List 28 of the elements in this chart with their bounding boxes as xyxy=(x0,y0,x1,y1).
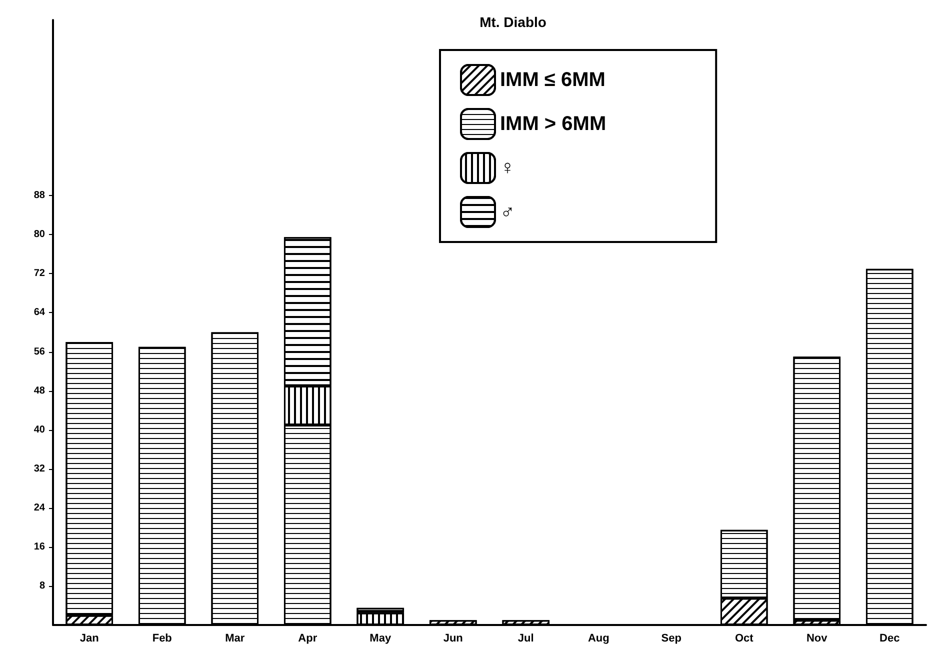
legend-label: IMM > 6MM xyxy=(500,113,606,135)
x-tick-label: Aug xyxy=(588,632,610,644)
y-tick-label: 88 xyxy=(34,190,46,202)
x-tick-label: Oct xyxy=(734,632,754,644)
x-tick-label: Dec xyxy=(880,632,900,644)
x-tick-label: Jul xyxy=(518,632,534,644)
x-tick-label: May xyxy=(370,632,392,644)
x-tick-label: Feb xyxy=(152,632,172,644)
x-tick-label: Sep xyxy=(661,632,682,644)
y-tick-label: 32 xyxy=(34,463,46,474)
legend-label: IMM ≤ 6MM xyxy=(500,69,606,91)
y-tick-label: 80 xyxy=(34,229,46,240)
x-tick-label: Apr xyxy=(298,632,318,644)
y-tick-label: 48 xyxy=(34,385,46,396)
y-tick-label: 64 xyxy=(34,307,46,318)
x-tick-label: Jun xyxy=(443,632,464,644)
legend-label: ♀ xyxy=(500,157,515,179)
y-tick-label: 16 xyxy=(34,541,46,552)
chart-title: Mt. Diablo xyxy=(480,14,546,30)
legend-label: ♂ xyxy=(500,201,515,223)
x-tick-label: Mar xyxy=(225,632,246,644)
y-tick-label: 56 xyxy=(34,346,46,358)
y-tick-label: 72 xyxy=(34,268,46,280)
y-tick-label: 40 xyxy=(34,424,46,436)
y-tick-label: 8 xyxy=(39,580,46,592)
y-tick-label: 24 xyxy=(34,502,46,514)
x-tick-label: Jan xyxy=(80,632,100,644)
x-tick-label: Nov xyxy=(806,632,828,644)
